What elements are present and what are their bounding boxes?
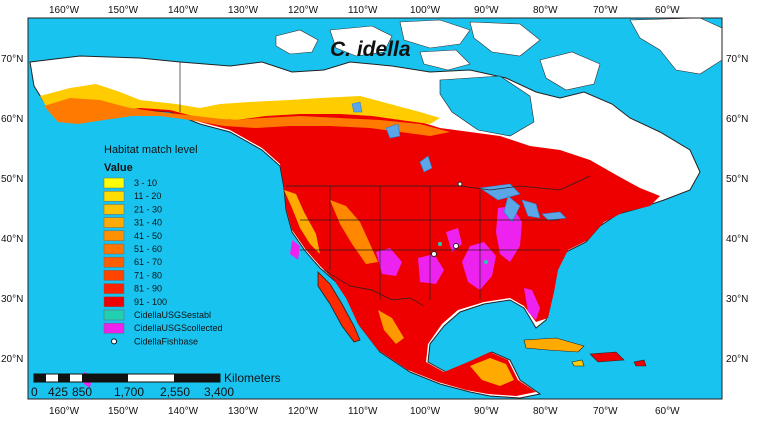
habitat-layer [40,84,660,396]
legend-swatch [103,230,125,242]
legend-label: 31 - 40 [134,218,162,228]
legend-label: 91 - 100 [134,297,167,307]
right-tick: 20°N [726,354,748,365]
legend-heading: Habitat match level [104,144,198,156]
legend-swatch [103,190,125,202]
caribbean-islands [523,337,647,367]
legend-label: 21 - 30 [134,204,162,214]
bottom-tick: 160°W [49,406,80,417]
bottom-tick: 60°W [655,406,680,417]
legend-label: 41 - 50 [134,231,162,241]
usgs-established-records [438,242,488,264]
left-tick: 60°N [1,114,23,125]
bottom-tick: 140°W [168,406,199,417]
legend-label: CidellaUSGSestabl [134,310,211,320]
borders [179,62,591,307]
legend: Habitat match level Value 3 - 10 11 - 20 2… [103,144,223,346]
lakes [351,75,567,223]
legend-swatch [103,177,125,189]
legend-swatch [103,296,125,308]
bottom-tick: 90°W [474,406,499,417]
right-tick: 40°N [726,234,748,245]
right-tick: 50°N [726,174,748,185]
legend-swatch [103,283,125,294]
left-tick: 30°N [1,294,23,305]
bottom-tick: 70°W [593,406,618,417]
top-tick: 90°W [474,5,499,16]
legend-label: 51 - 60 [134,244,162,254]
map-border [27,17,723,400]
right-tick: 60°N [726,114,748,125]
scale-segment [82,374,128,382]
arctic-islands [275,17,723,91]
top-tick: 100°W [410,5,441,16]
scale-segment [58,374,70,382]
legend-label: 71 - 80 [134,270,162,280]
scale-label: 425 [48,385,68,399]
habitat-orange-central-america [470,358,514,386]
map-title: C. idella [330,38,411,61]
right-tick: 30°N [726,294,748,305]
legend-label: 81 - 90 [134,284,162,294]
habitat-orange-mexico [378,310,404,344]
habitat-orange-rockies [330,200,378,264]
bottom-tick: 110°W [348,406,378,417]
left-latitude-ticks: 70°N 60°N 50°N 40°N 30°N 20°N [1,54,23,365]
legend-swatch [111,338,117,345]
legend-label: CidellaUSGScollected [134,323,223,333]
top-tick: 80°W [533,5,558,16]
legend-label: 3 - 10 [134,178,157,188]
legend-label: 11 - 20 [134,191,161,201]
legend-swatch [103,243,125,255]
left-tick: 70°N [1,54,23,65]
scale-label: 1,700 [114,385,144,399]
bottom-tick: 120°W [288,406,319,417]
bottom-tick: 80°W [533,406,558,417]
left-tick: 40°N [1,234,23,245]
top-tick: 160°W [49,5,80,16]
bottom-tick: 100°W [410,406,441,417]
legend-label: CidellaFishbase [134,336,198,346]
scale-segment [174,374,220,382]
legend-swatch [103,204,125,215]
habitat-orange-west [284,190,320,254]
bottom-tick: 150°W [108,406,139,417]
scale-label: 0 [31,385,38,399]
scale-label: 2,550 [160,385,190,399]
scale-segment [34,374,46,382]
legend-swatch [103,322,125,334]
top-tick: 110°W [348,5,378,16]
top-tick: 60°W [655,5,680,16]
scale-bar: Kilometers 0 425 850 1,700 2,550 3,400 [31,371,281,399]
habitat-orange-band [44,98,450,136]
scale-unit: Kilometers [224,371,281,385]
legend-subheading: Value [104,162,133,174]
top-tick: 150°W [108,5,139,16]
top-tick: 120°W [288,5,319,16]
scale-label: 3,400 [204,385,234,399]
right-latitude-ticks: 70°N 60°N 50°N 40°N 30°N 20°N [726,54,748,365]
top-tick: 70°W [593,5,618,16]
legend-swatch [103,256,125,268]
legend-swatch [103,217,125,228]
left-tick: 20°N [1,354,23,365]
bottom-longitude-ticks: 160°W 150°W 140°W 130°W 120°W 110°W 100°… [49,406,680,417]
left-tick: 50°N [1,174,23,185]
legend-label: 61 - 70 [134,257,162,267]
legend-items: 3 - 10 11 - 20 21 - 30 31 - 40 41 - 50 51 - 6… [103,177,223,346]
legend-swatch [103,270,125,281]
baja-california [317,271,361,343]
top-tick: 140°W [168,5,199,16]
habitat-yellow-north [40,84,440,124]
scale-label: 850 [72,385,92,399]
right-tick: 70°N [726,54,748,65]
top-tick: 130°W [228,5,259,16]
bottom-tick: 130°W [228,406,259,417]
legend-swatch [103,309,125,321]
top-longitude-ticks: 160°W 150°W 140°W 130°W 120°W 110°W 100°… [49,5,680,16]
